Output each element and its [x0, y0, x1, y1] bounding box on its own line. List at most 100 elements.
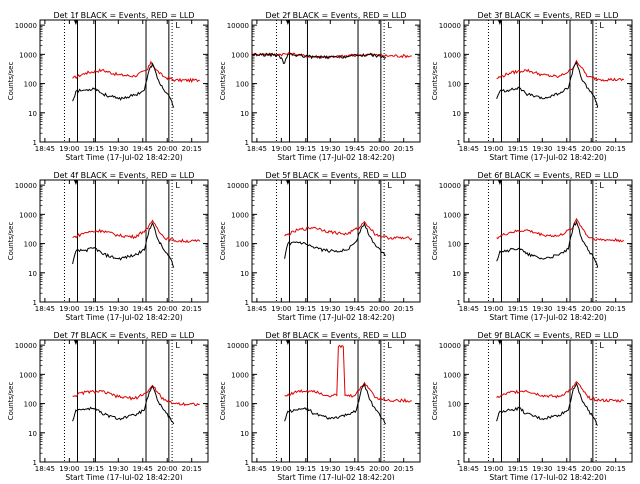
x-tick-label: 19:30: [320, 145, 340, 153]
x-tick-label: 18:45: [35, 145, 55, 153]
start-marker: [497, 340, 502, 345]
y-tick-label: 10000: [227, 182, 249, 190]
y-tick-label: 10: [28, 270, 37, 278]
plot-frame: [463, 19, 633, 143]
events-series-line: [496, 382, 598, 426]
mode-marker-label: L: [175, 341, 180, 350]
lld-series-line: [496, 59, 625, 82]
x-axis-label: Start Time (17-Jul-02 18:42:20): [277, 153, 394, 162]
y-tick-label: 1000: [231, 211, 249, 219]
x-tick-label: 19:00: [483, 465, 503, 473]
mode-marker-label: L: [175, 21, 180, 30]
x-tick-label: 19:30: [532, 145, 552, 153]
y-tick-label: 10: [28, 430, 37, 438]
mode-marker-label: L: [599, 181, 604, 190]
x-tick-label: 20:00: [369, 465, 389, 473]
y-tick-label: 100: [448, 241, 461, 249]
plot-frame: [251, 339, 421, 463]
x-tick-label: 19:30: [320, 465, 340, 473]
panel-title: Det 8f BLACK = Events, RED = LLD: [265, 331, 406, 340]
x-tick-label: 19:15: [84, 465, 104, 473]
x-tick-label: 19:45: [133, 465, 153, 473]
mode-marker-label: L: [387, 341, 392, 350]
x-tick-label: 18:45: [247, 305, 267, 313]
mode-marker-label: L: [387, 21, 392, 30]
x-tick-label: 19:30: [320, 305, 340, 313]
plot-frame: [463, 339, 633, 463]
x-tick-label: 20:15: [394, 305, 414, 313]
x-tick-label: 20:00: [581, 305, 601, 313]
x-tick-label: 19:00: [59, 465, 79, 473]
y-tick-label: 10: [240, 110, 249, 118]
y-tick-label: 10: [28, 110, 37, 118]
x-tick-label: 19:15: [84, 145, 104, 153]
events-series-line: [496, 220, 599, 268]
x-tick-label: 20:00: [157, 305, 177, 313]
start-marker: [497, 20, 502, 25]
panel-title: Det 6f BLACK = Events, RED = LLD: [477, 171, 618, 180]
start-marker: [285, 340, 290, 345]
y-tick-label: 100: [24, 81, 37, 89]
x-tick-label: 19:15: [296, 145, 316, 153]
x-tick-label: 20:15: [394, 465, 414, 473]
x-tick-label: 18:45: [35, 465, 55, 473]
plot-frame: [251, 19, 421, 143]
y-tick-label: 10000: [15, 22, 37, 30]
panel-title: Det 5f BLACK = Events, RED = LLD: [265, 171, 406, 180]
panel-4: Det 4f BLACK = Events, RED = LLD 1 10 100 10…: [7, 171, 209, 322]
panel-title: Det 9f BLACK = Events, RED = LLD: [477, 331, 618, 340]
panel-7: Det 7f BLACK = Events, RED = LLD 1 10 100 10…: [7, 331, 209, 482]
x-tick-label: 19:00: [271, 145, 291, 153]
y-tick-label: 10: [452, 110, 461, 118]
start-marker: [497, 180, 502, 185]
panel-3: Det 3f BLACK = Events, RED = LLD 1 10 100 10…: [431, 11, 633, 162]
y-tick-label: 10: [240, 270, 249, 278]
y-tick-label: 1: [457, 139, 461, 147]
plot-frame: [39, 179, 209, 303]
x-tick-label: 19:00: [483, 305, 503, 313]
x-tick-label: 20:15: [182, 305, 202, 313]
y-tick-label: 100: [448, 81, 461, 89]
x-tick-label: 18:45: [35, 305, 55, 313]
x-tick-label: 20:15: [182, 465, 202, 473]
y-tick-label: 100: [236, 81, 249, 89]
y-tick-label: 1: [245, 139, 249, 147]
y-tick-label: 1000: [231, 51, 249, 59]
lld-series-line: [72, 219, 201, 244]
start-marker: [285, 20, 290, 25]
mode-marker-label: L: [387, 181, 392, 190]
events-series-line: [72, 62, 175, 108]
x-tick-label: 19:00: [271, 305, 291, 313]
events-series-line: [496, 61, 599, 108]
y-tick-label: 10000: [227, 22, 249, 30]
lld-series-line: [284, 220, 413, 241]
y-tick-label: 100: [236, 401, 249, 409]
x-tick-label: 19:00: [59, 305, 79, 313]
y-tick-label: 1000: [231, 371, 249, 379]
x-tick-label: 19:15: [296, 465, 316, 473]
panel-title: Det 1f BLACK = Events, RED = LLD: [53, 11, 194, 20]
x-tick-label: 20:15: [606, 305, 626, 313]
lld-series-line: [496, 380, 625, 403]
x-tick-label: 20:15: [182, 145, 202, 153]
plot-frame: [251, 179, 421, 303]
panel-1: Det 1f BLACK = Events, RED = LLD 1 10 100 10…: [7, 11, 209, 162]
panel-9: Det 9f BLACK = Events, RED = LLD 1 10 100 10…: [431, 331, 633, 482]
x-tick-label: 20:00: [369, 145, 389, 153]
x-tick-label: 19:15: [84, 305, 104, 313]
x-tick-label: 19:45: [345, 465, 365, 473]
start-marker: [73, 20, 78, 25]
panel-5: Det 5f BLACK = Events, RED = LLD 1 10 100 10…: [219, 171, 421, 322]
y-tick-label: 1: [245, 299, 249, 307]
start-marker: [73, 340, 78, 345]
x-tick-label: 19:15: [296, 305, 316, 313]
y-axis-label: Counts/sec: [219, 382, 227, 421]
plot-frame: [39, 339, 209, 463]
y-tick-label: 1000: [19, 51, 37, 59]
x-tick-label: 19:45: [345, 305, 365, 313]
x-tick-label: 19:45: [133, 145, 153, 153]
y-tick-label: 1000: [19, 211, 37, 219]
plot-frame: [463, 179, 633, 303]
y-tick-label: 1: [33, 139, 37, 147]
